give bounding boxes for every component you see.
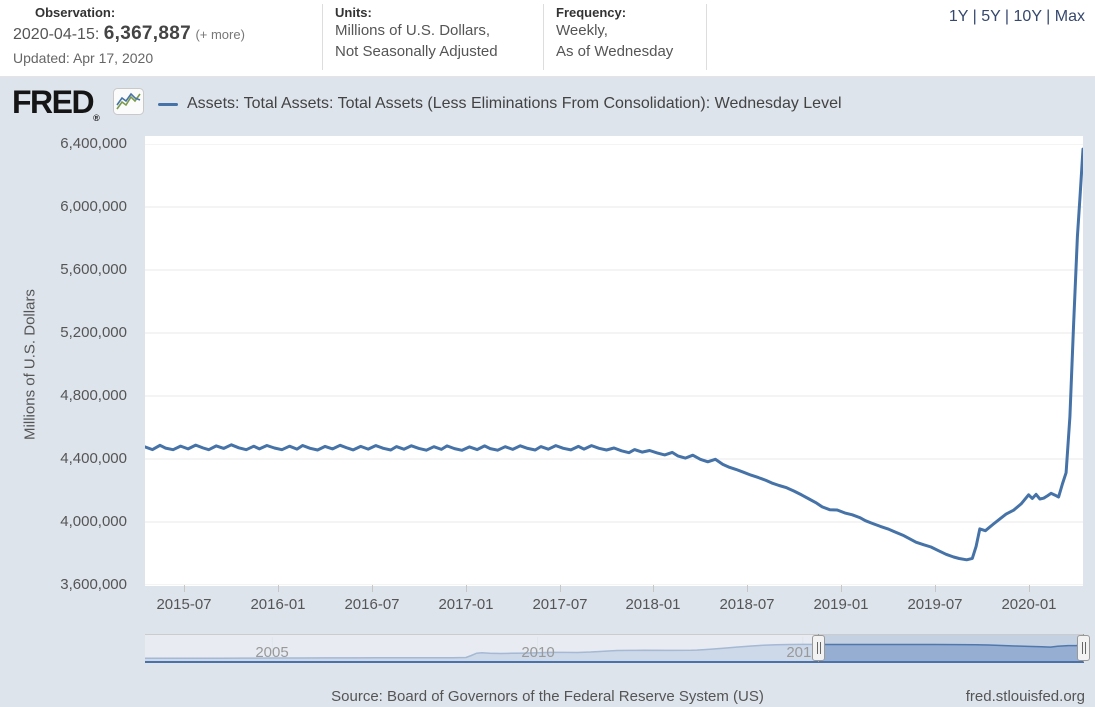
header-divider (706, 4, 707, 70)
source-text: Source: Board of Governors of the Federa… (331, 688, 764, 705)
fred-site-link[interactable]: fred.stlouisfed.org (965, 688, 1085, 705)
x-axis-tick-label: 2017-07 (532, 596, 588, 613)
updated-text: Updated: Apr 17, 2020 (13, 50, 154, 66)
fred-logo[interactable]: FRED® (12, 85, 100, 135)
units-block: Units: Millions of U.S. Dollars, Not Sea… (335, 5, 498, 62)
legend-line-marker (158, 102, 178, 106)
y-axis-tick-label: 6,400,000 (60, 135, 127, 152)
x-axis-tick-mark (372, 585, 373, 592)
navigator-svg (145, 635, 1085, 663)
registered-mark: ® (93, 113, 100, 123)
observation-label: Observation: (35, 5, 116, 20)
navigator-left-handle[interactable] (812, 635, 825, 661)
x-axis-tick-mark (653, 585, 654, 592)
y-axis-tick-label: 6,000,000 (60, 198, 127, 215)
x-axis-tick-label: 2019-01 (813, 596, 869, 613)
navigator-right-handle[interactable] (1077, 635, 1090, 661)
units-line2: Not Seasonally Adjusted (335, 43, 498, 60)
x-axis-tick-mark (841, 585, 842, 592)
navigator-selected-range[interactable] (818, 635, 1084, 663)
chart-legend: Assets: Total Assets: Total Assets (Less… (158, 95, 842, 113)
range-option-max[interactable]: Max (1054, 8, 1085, 25)
range-navigator[interactable] (145, 634, 1085, 663)
navigator-area (145, 637, 1084, 661)
chart-header: Observation: 2020-04-15: 6,367,887 (+ mo… (0, 0, 1095, 77)
observation-block: Observation: 2020-04-15: 6,367,887 (+ mo… (13, 5, 245, 66)
x-axis-tick-label: 2020-01 (1001, 596, 1057, 613)
range-separator: | (1000, 8, 1014, 25)
units-label: Units: (335, 5, 372, 20)
more-observations-link[interactable]: (+ more) (195, 27, 245, 42)
x-axis-tick-mark (278, 585, 279, 592)
y-axis-title: Millions of U.S. Dollars (21, 289, 39, 440)
header-divider (543, 4, 544, 70)
navigator-unselected-mask (145, 635, 819, 663)
x-axis-tick-label: 2016-07 (344, 596, 400, 613)
range-separator: | (1041, 8, 1055, 25)
y-axis-tick-label: 4,000,000 (60, 513, 127, 530)
x-axis-tick-label: 2015-07 (156, 596, 212, 613)
x-axis-tick-mark (560, 585, 561, 592)
range-selector: 1Y | 5Y | 10Y | Max (949, 8, 1085, 26)
range-option-5y[interactable]: 5Y (981, 8, 1001, 25)
x-axis-tick-mark (184, 585, 185, 592)
frequency-line1: Weekly, (556, 22, 608, 39)
frequency-label: Frequency: (556, 5, 627, 20)
header-divider (322, 4, 323, 70)
navigator-year-label: 2015 (786, 644, 820, 661)
x-axis-tick-mark (747, 585, 748, 592)
units-line1: Millions of U.S. Dollars, (335, 22, 491, 39)
x-axis-tick-label: 2016-01 (250, 596, 306, 613)
range-option-1y[interactable]: 1Y (948, 8, 969, 25)
plot-area[interactable] (145, 136, 1083, 586)
frequency-line2: As of Wednesday (556, 43, 674, 60)
observation-line: 2020-04-15: 6,367,887 (+ more) (13, 23, 245, 45)
y-axis-tick-label: 5,200,000 (60, 324, 127, 341)
x-axis-tick-mark (466, 585, 467, 592)
observation-value: 6,367,887 (103, 23, 191, 44)
x-axis-tick-label: 2018-07 (719, 596, 775, 613)
fred-logo-text: FRED (12, 84, 95, 120)
fred-sparkline-icon (113, 88, 144, 115)
y-axis-tick-label: 4,400,000 (60, 450, 127, 467)
y-axis-tick-label: 5,600,000 (60, 261, 127, 278)
navigator-year-label: 2010 (521, 644, 555, 661)
range-option-10y[interactable]: 10Y (1013, 8, 1042, 25)
main-chart-svg (145, 144, 1083, 585)
x-axis-tick-label: 2017-01 (438, 596, 494, 613)
observation-date: 2020-04-15: (13, 26, 100, 43)
legend-series-label: Assets: Total Assets: Total Assets (Less… (187, 95, 842, 112)
x-axis-tick-mark (935, 585, 936, 592)
navigator-year-label: 2005 (255, 644, 289, 661)
y-axis-tick-label: 3,600,000 (60, 576, 127, 593)
x-axis-tick-label: 2018-01 (625, 596, 681, 613)
x-axis-tick-mark (1029, 585, 1030, 592)
x-axis-tick-label: 2019-07 (907, 596, 963, 613)
range-separator: | (968, 8, 982, 25)
frequency-block: Frequency: Weekly, As of Wednesday (556, 5, 673, 62)
series-line (145, 147, 1083, 562)
y-axis-tick-label: 4,800,000 (60, 387, 127, 404)
